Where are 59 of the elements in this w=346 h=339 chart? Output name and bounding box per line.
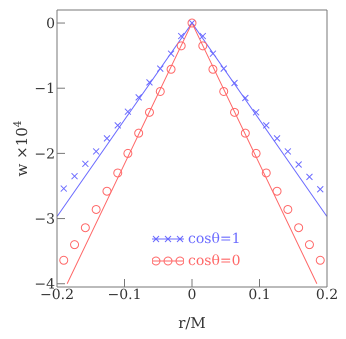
x-tick-label: 0.1 [248,286,271,303]
point [274,134,281,142]
point [316,256,325,265]
point [113,168,122,178]
legend-label: cosθ=0 [188,253,241,269]
y-tick-label: −1 [34,81,55,98]
point [176,41,186,50]
point [103,134,110,142]
point [240,128,250,138]
point [284,148,292,155]
point [209,50,216,58]
point [71,172,78,180]
x-axis-title: r/M [178,314,206,332]
point [60,185,68,192]
legend-label: cosθ=1 [188,231,241,247]
point [199,32,206,40]
point [166,64,176,74]
point [123,148,132,158]
point [59,256,68,265]
point [272,186,282,196]
point [252,108,260,116]
point [102,186,112,196]
x-tick-label: 0.2 [316,286,338,303]
point [252,148,261,158]
y-tick-label: 0 [46,16,55,32]
point [70,240,80,250]
point [283,204,292,214]
point [220,65,228,72]
point [146,78,153,86]
point [178,32,185,40]
point [92,204,101,214]
y-tick-label: −2 [34,146,55,162]
point [114,122,122,129]
point [134,128,144,138]
point [124,108,132,116]
point [294,223,304,232]
point [135,94,142,101]
point [219,86,228,96]
point [230,108,240,117]
point [156,86,165,96]
point [198,41,208,50]
x-tick-label: −0.1 [108,286,142,303]
point [295,160,302,168]
point [82,160,89,168]
y-tick-label: −3 [34,212,55,228]
point [242,94,249,102]
point [306,173,313,180]
point [144,108,154,117]
point [168,50,175,58]
point [262,168,271,178]
x-tick-label: 0 [188,286,196,303]
point [92,148,100,155]
point [208,64,218,74]
point [262,122,270,129]
point [316,186,324,193]
point [80,223,90,232]
point [231,80,238,86]
point [156,65,164,72]
point [304,240,314,250]
